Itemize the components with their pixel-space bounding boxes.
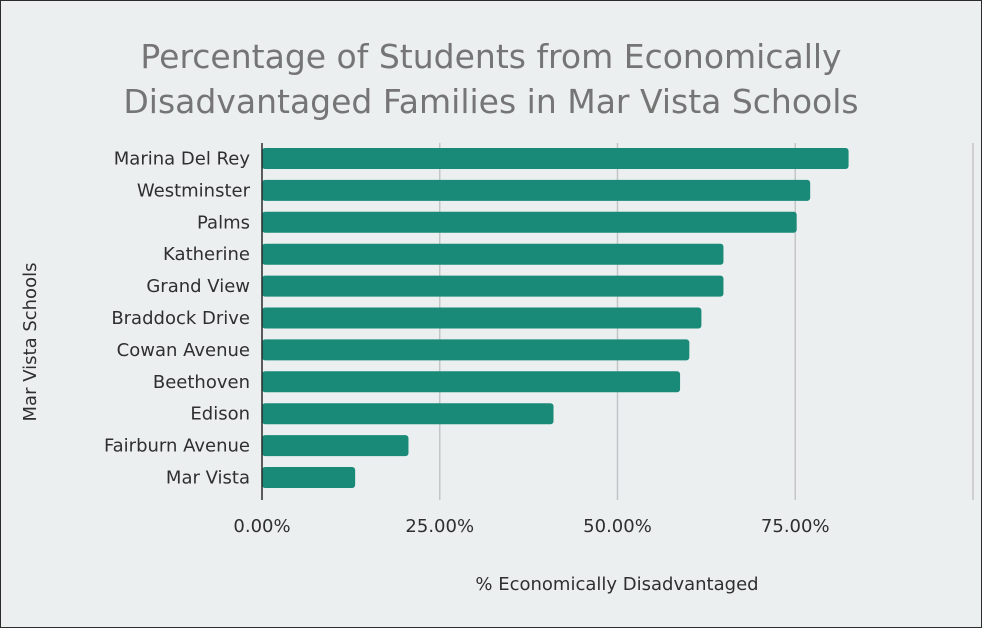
category-label-5: Braddock Drive	[111, 308, 250, 329]
chart-title: Percentage of Students from Economically…	[0, 34, 982, 124]
bar-8	[262, 403, 554, 425]
chart-title-line-1: Percentage of Students from Economically	[140, 37, 842, 76]
x-axis-title: % Economically Disadvantaged	[475, 574, 758, 595]
bar-6	[262, 339, 690, 361]
bar-3	[262, 243, 724, 265]
bar-7	[262, 371, 681, 393]
x-tick-label-0: 0.00%	[233, 516, 290, 537]
category-label-4: Grand View	[146, 276, 250, 297]
bar-4	[262, 275, 724, 297]
category-label-9: Fairburn Avenue	[104, 436, 250, 457]
category-label-0: Marina Del Rey	[114, 149, 251, 170]
category-label-2: Palms	[197, 212, 250, 233]
category-labels: Marina Del Rey Westminster Palms Katherine G…	[104, 149, 251, 489]
category-label-8: Edison	[190, 404, 250, 425]
x-tick-label-1: 25.00%	[405, 516, 474, 537]
category-label-1: Westminster	[137, 180, 251, 201]
bar-10	[262, 467, 356, 488]
x-tick-label-3: 75.00%	[761, 516, 830, 537]
category-label-6: Cowan Avenue	[117, 340, 250, 361]
x-tick-labels: 0.00% 25.00% 50.00% 75.00%	[233, 516, 829, 537]
bar-1	[262, 179, 811, 201]
y-axis-title: Mar Vista Schools	[20, 263, 41, 422]
x-tick-label-2: 50.00%	[583, 516, 652, 537]
bar-0	[262, 148, 849, 169]
category-label-7: Beethoven	[153, 372, 250, 393]
bar-2	[262, 211, 797, 233]
bars	[262, 148, 849, 488]
category-label-3: Katherine	[163, 244, 250, 265]
category-label-10: Mar Vista	[166, 468, 250, 489]
bar-5	[262, 307, 702, 329]
chart-title-line-2: Disadvantaged Families in Mar Vista Scho…	[123, 82, 859, 121]
bar-9	[262, 435, 409, 457]
